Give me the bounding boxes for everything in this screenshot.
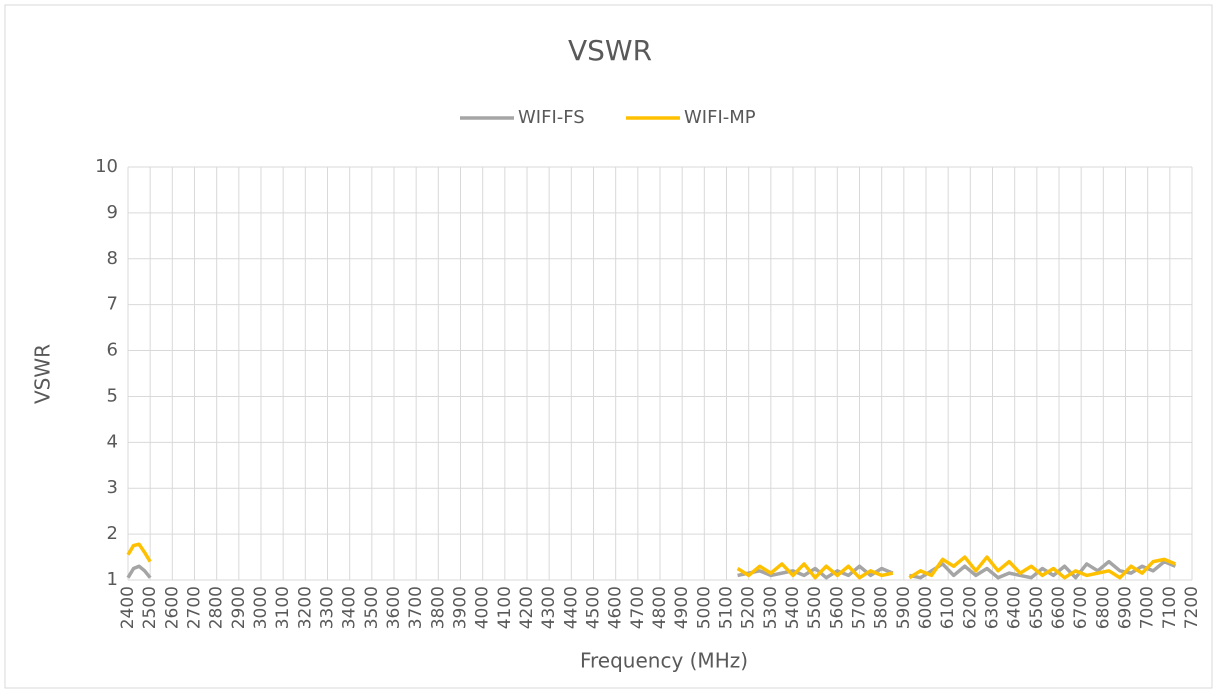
x-tick-label: 6800 xyxy=(1093,586,1113,629)
y-tick-label: 5 xyxy=(107,385,118,406)
x-tick-label: 5300 xyxy=(761,586,781,629)
x-tick-label: 3100 xyxy=(273,586,293,629)
x-tick-label: 2700 xyxy=(185,586,205,629)
x-tick-label: 6300 xyxy=(983,586,1003,629)
x-tick-label: 5600 xyxy=(827,586,847,629)
series-line xyxy=(126,542,1177,580)
x-tick-label: 6700 xyxy=(1071,586,1091,629)
x-tick-label: 4800 xyxy=(650,586,670,629)
x-tick-label: 5200 xyxy=(739,586,759,629)
x-tick-label: 6900 xyxy=(1116,586,1136,629)
x-tick-label: 6000 xyxy=(916,586,936,629)
y-tick-label: 8 xyxy=(107,248,118,269)
x-tick-label: 3700 xyxy=(406,586,426,629)
y-tick-label: 4 xyxy=(107,431,118,452)
y-tick-label: 2 xyxy=(107,523,118,544)
x-tick-label: 4300 xyxy=(539,586,559,629)
x-tick-label: 6100 xyxy=(938,586,958,629)
chart-border xyxy=(4,4,1213,689)
x-tick-label: 6200 xyxy=(960,586,980,629)
x-tick-label: 2400 xyxy=(118,586,138,629)
x-tick-label: 4700 xyxy=(628,586,648,629)
x-tick-label: 3000 xyxy=(251,586,271,629)
x-tick-label: 4500 xyxy=(584,586,604,629)
x-tick-label: 2900 xyxy=(229,586,249,629)
x-tick-label: 4600 xyxy=(606,586,626,629)
x-tick-label: 5800 xyxy=(872,586,892,629)
x-tick-label: 3800 xyxy=(428,586,448,629)
x-tick-label: 3400 xyxy=(340,586,360,629)
y-tick-label: 7 xyxy=(107,294,118,315)
chart-title: VSWR xyxy=(568,34,652,67)
x-tick-label: 2800 xyxy=(207,586,227,629)
x-tick-label: 3900 xyxy=(451,586,471,629)
x-tick-label: 5700 xyxy=(850,586,870,629)
y-tick-label: 6 xyxy=(107,340,118,361)
x-tick-label: 7200 xyxy=(1182,586,1202,629)
x-tick-label: 4900 xyxy=(672,586,692,629)
y-tick-label: 3 xyxy=(107,477,118,498)
x-axis-label: Frequency (MHz) xyxy=(580,649,748,673)
x-tick-label: 7000 xyxy=(1138,586,1158,629)
x-tick-label: 3600 xyxy=(384,586,404,629)
x-tick-label: 3500 xyxy=(362,586,382,629)
x-tick-label: 4200 xyxy=(517,586,537,629)
legend-label: WIFI-MP xyxy=(684,107,756,128)
x-tick-label: 3300 xyxy=(318,586,338,629)
x-tick-label: 6500 xyxy=(1027,586,1047,629)
x-tick-label: 6600 xyxy=(1049,586,1069,629)
legend-label: WIFI-FS xyxy=(518,107,585,128)
x-tick-label: 4400 xyxy=(561,586,581,629)
y-tick-label: 9 xyxy=(107,202,118,223)
y-axis-label: VSWR xyxy=(31,344,55,404)
x-tick-label: 5900 xyxy=(894,586,914,629)
x-tick-label: 4100 xyxy=(495,586,515,629)
x-tick-label: 7100 xyxy=(1160,586,1180,629)
x-tick-label: 2600 xyxy=(162,586,182,629)
y-tick-label: 10 xyxy=(95,156,118,177)
x-tick-label: 5000 xyxy=(694,586,714,629)
x-tick-label: 2500 xyxy=(140,586,160,629)
x-tick-label: 5500 xyxy=(805,586,825,629)
y-tick-label: 1 xyxy=(107,569,118,590)
x-tick-label: 3200 xyxy=(295,586,315,629)
x-tick-label: 6400 xyxy=(1005,586,1025,629)
x-tick-label: 5100 xyxy=(717,586,737,629)
x-tick-label: 4000 xyxy=(473,586,493,629)
x-tick-label: 5400 xyxy=(783,586,803,629)
